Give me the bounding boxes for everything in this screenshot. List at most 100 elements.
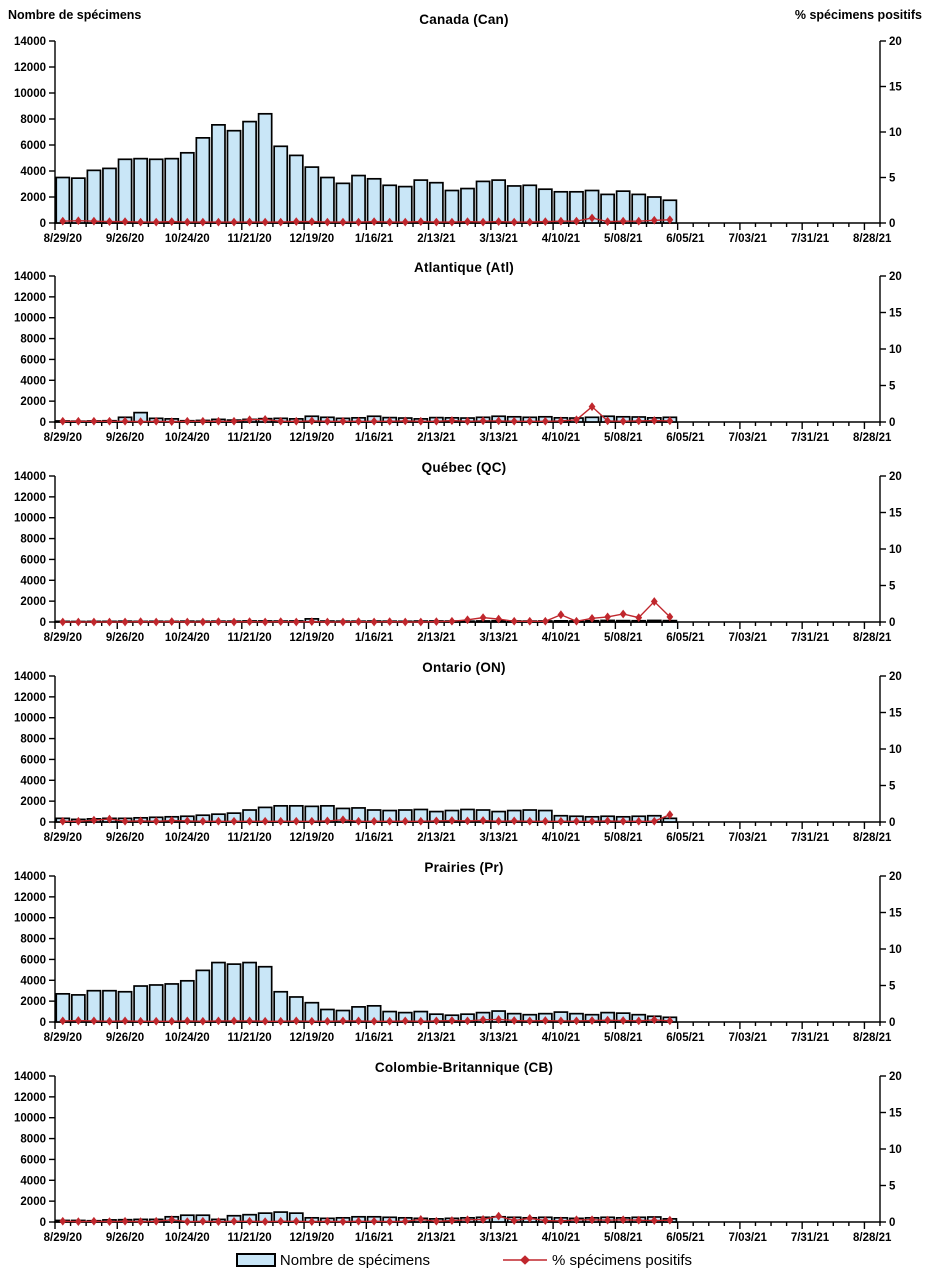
right-axis-labels: 0 5 10 15 20	[889, 271, 902, 429]
svg-text:8/29/20: 8/29/20	[44, 1032, 82, 1044]
svg-text:7/31/21: 7/31/21	[791, 832, 830, 844]
svg-text:1/16/21: 1/16/21	[355, 1232, 394, 1244]
chart-atlantique: Atlantique (Atl) 0 2000 4000 6000 8000 10000 1…	[0, 252, 928, 452]
svg-text:10/24/20: 10/24/20	[165, 233, 210, 245]
svg-text:4/10/21: 4/10/21	[542, 432, 581, 444]
svg-text:4/10/21: 4/10/21	[542, 632, 581, 644]
chart-canada: Nombre de spécimens % spécimens positifs…	[0, 0, 928, 252]
left-axis-labels: 0 2000 4000 6000 8000 10000 12000 14000	[14, 671, 46, 829]
svg-text:3/13/21: 3/13/21	[479, 1232, 518, 1244]
svg-text:1/16/21: 1/16/21	[355, 632, 394, 644]
svg-text:12/19/20: 12/19/20	[289, 432, 334, 444]
svg-text:10/24/20: 10/24/20	[165, 432, 210, 444]
svg-text:10: 10	[889, 744, 902, 756]
svg-text:9/26/20: 9/26/20	[106, 1032, 144, 1044]
svg-text:2000: 2000	[20, 596, 46, 608]
svg-text:14000: 14000	[14, 871, 46, 883]
svg-text:8/28/21: 8/28/21	[853, 233, 892, 245]
svg-text:4000: 4000	[20, 575, 46, 587]
svg-text:2/13/21: 2/13/21	[417, 432, 456, 444]
svg-text:11/21/20: 11/21/20	[228, 1232, 272, 1244]
bars-series	[55, 804, 678, 823]
chart-plot-prairies: 0 2000 4000 6000 8000 10000 12000 14000 0 5 10 15 20…	[14, 871, 902, 1044]
svg-text:0: 0	[40, 817, 46, 829]
svg-text:8/28/21: 8/28/21	[853, 632, 892, 644]
x-axis-labels: 8/29/20 9/26/20 10/24/20 11/21/20 12/19/20 1/…	[44, 432, 892, 444]
svg-text:4000: 4000	[20, 775, 46, 787]
svg-text:5: 5	[889, 173, 896, 185]
svg-text:6/05/21: 6/05/21	[666, 1232, 705, 1244]
svg-text:10/24/20: 10/24/20	[165, 1032, 210, 1044]
chart-plot-canada: 0 2000 4000 6000 8000 10000 12000 14000 0 5 10 15 20…	[14, 36, 902, 245]
chart-plot-quebec: 0 2000 4000 6000 8000 10000 12000 14000 0 5 10 15 20…	[14, 471, 902, 644]
svg-text:1/16/21: 1/16/21	[355, 432, 394, 444]
svg-text:12000: 12000	[14, 492, 46, 504]
svg-text:8000: 8000	[20, 1134, 46, 1146]
svg-text:14000: 14000	[14, 1071, 46, 1083]
svg-text:11/21/20: 11/21/20	[228, 1032, 272, 1044]
svg-text:8/28/21: 8/28/21	[853, 1032, 892, 1044]
chart-title-colombie-britannique: Colombie-Britannique (CB)	[374, 1060, 554, 1075]
svg-text:7/31/21: 7/31/21	[791, 432, 830, 444]
svg-text:10: 10	[889, 544, 902, 556]
svg-text:12/19/20: 12/19/20	[289, 1232, 334, 1244]
svg-text:10: 10	[889, 127, 902, 139]
right-axis-labels: 0 5 10 15 20	[889, 36, 902, 230]
svg-text:0: 0	[889, 617, 895, 629]
chart-title-ontario: Ontario (ON)	[422, 660, 506, 675]
legend-item-specimens: Nombre de spécimens	[235, 1252, 430, 1269]
pct-line-series	[59, 213, 674, 227]
axes	[49, 40, 886, 230]
right-axis-labels: 0 5 10 15 20	[889, 671, 902, 829]
axes	[49, 675, 886, 829]
svg-text:8/29/20: 8/29/20	[44, 632, 82, 644]
chart-plot-ontario: 0 2000 4000 6000 8000 10000 12000 14000 0 5 10 15 20…	[14, 671, 902, 844]
svg-text:5: 5	[889, 781, 896, 793]
x-axis-labels: 8/29/20 9/26/20 10/24/20 11/21/20 12/19/20 1/…	[44, 1232, 892, 1244]
svg-text:0: 0	[889, 817, 895, 829]
svg-text:9/26/20: 9/26/20	[106, 432, 144, 444]
svg-text:0: 0	[889, 1217, 895, 1229]
svg-text:10: 10	[889, 1144, 902, 1156]
chart-title-quebec: Québec (QC)	[421, 460, 507, 475]
x-axis-labels: 8/29/20 9/26/20 10/24/20 11/21/20 12/19/20 1/…	[44, 632, 892, 644]
left-axis-labels: 0 2000 4000 6000 8000 10000 12000 14000	[14, 871, 46, 1029]
svg-text:6000: 6000	[20, 354, 46, 366]
svg-text:4/10/21: 4/10/21	[542, 1232, 581, 1244]
svg-text:3/13/21: 3/13/21	[479, 1032, 518, 1044]
svg-text:7/31/21: 7/31/21	[791, 1032, 830, 1044]
svg-text:10/24/20: 10/24/20	[165, 832, 210, 844]
svg-text:15: 15	[889, 708, 902, 720]
svg-text:20: 20	[889, 471, 902, 483]
svg-text:14000: 14000	[14, 271, 46, 283]
svg-text:8000: 8000	[20, 114, 46, 126]
svg-text:15: 15	[889, 308, 902, 320]
svg-text:0: 0	[889, 417, 895, 429]
svg-text:4/10/21: 4/10/21	[542, 233, 581, 245]
svg-text:7/03/21: 7/03/21	[729, 1032, 768, 1044]
chart-legend: Nombre de spécimens % spécimens positifs	[0, 1240, 928, 1280]
svg-text:7/31/21: 7/31/21	[791, 1232, 830, 1244]
svg-text:15: 15	[889, 1108, 902, 1120]
svg-text:4000: 4000	[20, 975, 46, 987]
svg-text:6/05/21: 6/05/21	[666, 233, 705, 245]
svg-text:6000: 6000	[20, 554, 46, 566]
svg-text:20: 20	[889, 671, 902, 683]
svg-text:2000: 2000	[20, 1196, 46, 1208]
svg-text:14000: 14000	[14, 471, 46, 483]
svg-text:1/16/21: 1/16/21	[355, 832, 394, 844]
svg-text:15: 15	[889, 82, 902, 94]
svg-text:20: 20	[889, 871, 902, 883]
svg-text:6/05/21: 6/05/21	[666, 632, 705, 644]
svg-text:5/08/21: 5/08/21	[604, 632, 643, 644]
svg-text:4/10/21: 4/10/21	[542, 832, 581, 844]
svg-text:2000: 2000	[20, 192, 46, 204]
legend-line-label: % spécimens positifs	[552, 1251, 693, 1269]
svg-text:5: 5	[889, 581, 896, 593]
svg-text:0: 0	[40, 617, 46, 629]
bars-series	[55, 1211, 678, 1223]
svg-text:3/13/21: 3/13/21	[479, 432, 518, 444]
bars-series	[55, 961, 678, 1023]
svg-text:6/05/21: 6/05/21	[666, 832, 705, 844]
svg-text:2/13/21: 2/13/21	[417, 233, 456, 245]
